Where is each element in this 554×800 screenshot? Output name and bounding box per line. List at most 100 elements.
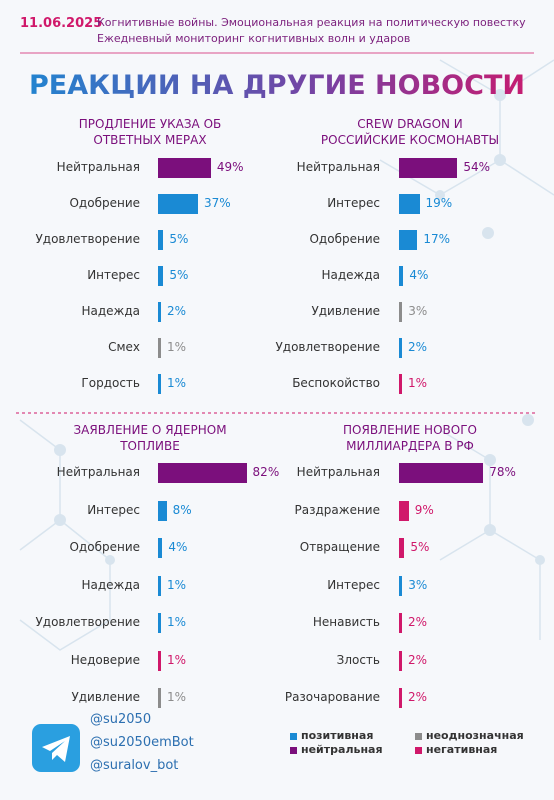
category-label: Интерес [87, 268, 140, 282]
value-label: 2% [167, 304, 187, 318]
category-label: Надежда [321, 268, 380, 282]
bar [158, 266, 164, 286]
value-label: 19% [425, 196, 453, 210]
category-label: Ненависть [312, 615, 380, 629]
category-label: Интерес [327, 196, 380, 210]
bar [399, 194, 420, 214]
bar [399, 575, 403, 596]
value-label: 1% [167, 577, 187, 592]
bar [158, 374, 161, 394]
category-label: Гордость [81, 376, 140, 390]
category-label: Удовлетворение [35, 232, 140, 246]
legend-label: негативная [426, 743, 498, 756]
value-label: 1% [408, 376, 428, 390]
bar [399, 302, 403, 322]
handle[interactable]: @su2050 [90, 712, 152, 727]
bar [399, 500, 409, 521]
category-label: Нейтральная [296, 160, 380, 174]
category-label: Нейтральная [56, 160, 140, 174]
category-label: Удовлетворение [275, 340, 380, 354]
value-label: 2% [408, 615, 428, 629]
value-label: 82% [252, 465, 280, 479]
category-label: Нейтральная [296, 465, 380, 479]
value-label: 3% [408, 304, 428, 318]
bar [158, 463, 247, 483]
category-label: Одобрение [309, 232, 380, 246]
bar [158, 650, 161, 671]
value-label: 1% [167, 376, 187, 390]
chart-title: CREW DRAGON И РОССИЙСКИЕ КОСМОНАВТЫ [320, 117, 500, 147]
category-label: Интерес [87, 502, 140, 517]
bar [399, 613, 402, 633]
category-label: Злость [336, 652, 380, 667]
bar [399, 158, 458, 178]
legend-swatch [415, 733, 422, 740]
bar [399, 688, 402, 708]
value-label: 8% [172, 502, 192, 517]
value-label: 9% [414, 502, 434, 517]
category-label: Раздражение [294, 502, 380, 517]
value-label: 3% [408, 577, 428, 592]
legend-swatch [290, 733, 297, 740]
value-label: 1% [167, 690, 187, 704]
category-label: Одобрение [69, 540, 140, 554]
bar [158, 613, 161, 633]
category-label: Удивление [311, 304, 380, 318]
bar [399, 374, 402, 394]
value-label: 2% [408, 340, 428, 354]
chart-title: ПОЯВЛЕНИЕ НОВОГО МИЛЛИАРДЕРА В РФ [343, 423, 477, 453]
value-label: 4% [409, 268, 429, 282]
bar [158, 500, 167, 521]
category-label: Недоверие [70, 652, 140, 667]
legend-label: неоднозначная [426, 729, 524, 742]
value-label: 1% [167, 340, 187, 354]
date: 11.06.2025 [20, 16, 103, 31]
value-label: 4% [168, 540, 188, 554]
handle[interactable]: @suralov_bot [90, 758, 179, 773]
value-label: 5% [410, 540, 430, 554]
main-title: РЕАКЦИИ НА ДРУГИЕ НОВОСТИ [0, 70, 554, 101]
bar [158, 688, 161, 708]
value-label: 17% [423, 232, 451, 246]
value-label: 2% [408, 690, 428, 704]
bar [158, 575, 161, 596]
legend-label: нейтральная [301, 743, 383, 756]
category-label: Беспокойство [292, 376, 380, 390]
category-label: Смех [108, 340, 140, 354]
bar [399, 463, 484, 483]
value-label: 2% [408, 652, 428, 667]
bar [399, 266, 404, 286]
value-label: 54% [463, 160, 490, 174]
category-label: Интерес [327, 577, 380, 592]
value-label: 37% [203, 196, 231, 210]
legend-swatch [415, 747, 422, 754]
category-label: Надежда [81, 304, 140, 318]
value-label: 1% [167, 652, 187, 667]
category-label: Удивление [71, 690, 140, 704]
header-line: Ежедневный мониторинг когнитивных волн и… [97, 32, 411, 45]
value-label: 5% [169, 232, 189, 246]
category-label: Одобрение [69, 196, 140, 210]
bar [399, 338, 402, 358]
bar [158, 158, 211, 178]
value-label: 78% [489, 465, 516, 479]
bar [158, 338, 161, 358]
handle[interactable]: @su2050emBot [90, 735, 194, 750]
header-line: Когнитивные войны. Эмоциональная реакция… [97, 16, 526, 29]
bar [158, 230, 164, 250]
chart-title: ЗАЯВЛЕНИЕ О ЯДЕРНОМ ТОПЛИВЕ [73, 423, 227, 453]
category-label: Разочарование [284, 690, 380, 704]
category-label: Отвращение [299, 540, 380, 554]
chart-title: ПРОДЛЕНИЕ УКАЗА ОБ ОТВЕТНЫХ МЕРАХ [78, 117, 222, 147]
value-label: 49% [216, 160, 244, 174]
category-label: Удовлетворение [35, 615, 140, 629]
bar [158, 302, 161, 322]
category-label: Надежда [81, 577, 140, 592]
bar [158, 194, 198, 214]
value-label: 1% [167, 615, 187, 629]
bar [399, 650, 402, 671]
value-label: 5% [169, 268, 189, 282]
bar [158, 538, 163, 558]
